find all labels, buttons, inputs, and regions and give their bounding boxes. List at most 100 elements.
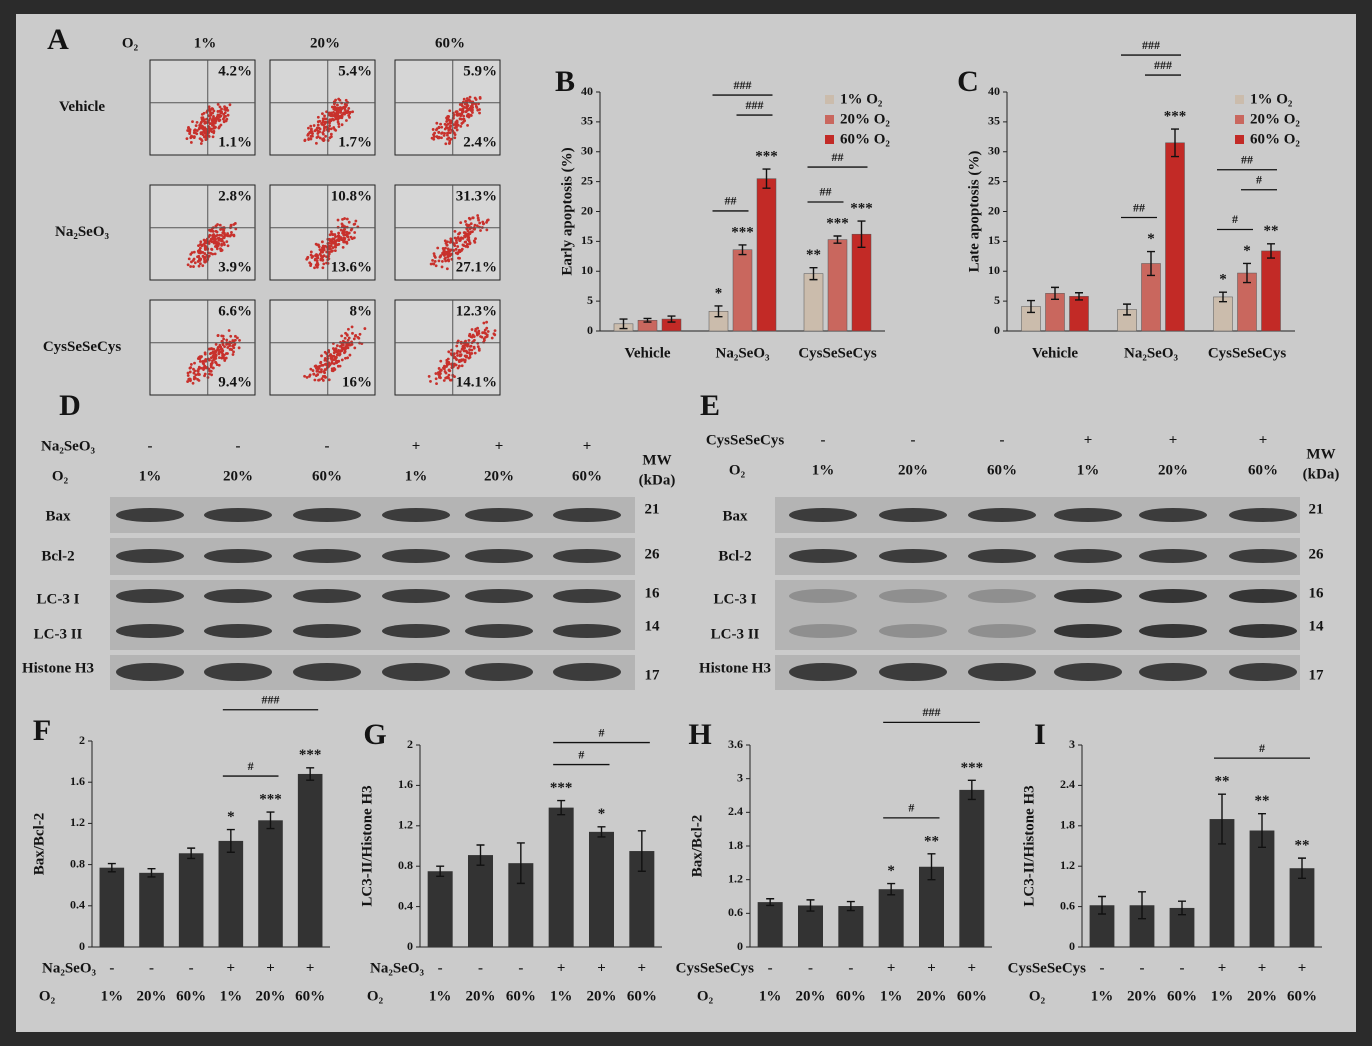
event-dot bbox=[343, 233, 347, 237]
event-dot bbox=[315, 259, 319, 263]
event-dot bbox=[223, 345, 226, 349]
bar bbox=[139, 872, 164, 947]
event-dot bbox=[186, 380, 190, 383]
error-bar bbox=[846, 900, 855, 912]
quadrant-upper: 5.4% bbox=[338, 63, 372, 79]
event-dot bbox=[225, 240, 229, 244]
quadrant-lower: 13.6% bbox=[331, 259, 372, 275]
event-dot bbox=[323, 114, 326, 118]
event-dot bbox=[443, 127, 447, 131]
bar bbox=[427, 871, 453, 947]
band bbox=[382, 624, 450, 638]
event-dot bbox=[340, 358, 344, 362]
event-dot bbox=[477, 329, 481, 333]
treatment-sign: + bbox=[1258, 960, 1267, 976]
bar bbox=[827, 239, 848, 332]
event-dot bbox=[316, 135, 320, 138]
event-dot bbox=[203, 126, 207, 129]
event-dot bbox=[196, 369, 200, 373]
event-dot bbox=[434, 372, 438, 375]
event-dot bbox=[317, 126, 321, 130]
band bbox=[465, 508, 533, 522]
event-dot bbox=[338, 353, 341, 357]
event-dot bbox=[203, 242, 206, 246]
y-axis-label: LC3-II/Histone H3 bbox=[1021, 785, 1037, 906]
treatment-sign: + bbox=[1084, 432, 1093, 448]
error-bar bbox=[809, 266, 818, 281]
event-dot bbox=[223, 111, 227, 115]
event-dot bbox=[466, 229, 470, 233]
event-dot bbox=[437, 367, 441, 370]
panel-letter: I bbox=[1034, 718, 1046, 751]
panel-letter: G bbox=[363, 718, 386, 751]
significance-mark: *** bbox=[299, 747, 322, 763]
event-dot bbox=[211, 236, 215, 240]
event-dot bbox=[466, 242, 469, 246]
band bbox=[1229, 508, 1297, 522]
event-dot bbox=[221, 231, 225, 235]
significance-mark: * bbox=[887, 863, 895, 879]
band bbox=[465, 589, 533, 603]
event-dot bbox=[452, 243, 456, 247]
error-bar bbox=[187, 847, 196, 860]
event-dot bbox=[332, 118, 335, 122]
event-dot bbox=[320, 240, 324, 244]
event-dot bbox=[329, 111, 333, 115]
event-dot bbox=[320, 377, 324, 381]
event-dot bbox=[433, 259, 437, 263]
event-dot bbox=[447, 118, 451, 122]
event-dot bbox=[189, 265, 193, 268]
treatment-sign: + bbox=[557, 960, 566, 976]
event-dot bbox=[328, 233, 332, 237]
event-dot bbox=[216, 334, 220, 338]
y-tick-label: 1.6 bbox=[70, 774, 85, 788]
band-label: Bax bbox=[722, 508, 748, 524]
event-dot bbox=[218, 356, 221, 360]
event-dot bbox=[435, 128, 438, 132]
legend-swatch bbox=[1235, 115, 1244, 124]
event-dot bbox=[322, 244, 326, 248]
event-dot bbox=[443, 364, 446, 368]
event-dot bbox=[438, 374, 441, 378]
x-tick-label: CysSeSeCys bbox=[1208, 345, 1287, 361]
event-dot bbox=[202, 130, 206, 134]
event-dot bbox=[220, 107, 223, 111]
error-bar bbox=[476, 844, 485, 866]
event-dot bbox=[345, 333, 349, 337]
event-dot bbox=[229, 223, 233, 227]
treatment-sign: - bbox=[821, 432, 826, 448]
treatment-sign: + bbox=[583, 438, 592, 454]
event-dot bbox=[342, 230, 346, 234]
quadrant-lower: 9.4% bbox=[218, 374, 252, 390]
event-dot bbox=[468, 242, 472, 246]
event-dot bbox=[447, 251, 451, 255]
plot-box bbox=[149, 299, 256, 396]
event-dot bbox=[453, 363, 457, 367]
event-dot bbox=[236, 336, 239, 340]
event-dot bbox=[344, 98, 348, 102]
event-dot bbox=[463, 346, 466, 350]
x-tick-label: 1% bbox=[880, 988, 903, 1004]
event-dot bbox=[462, 117, 466, 121]
event-dot bbox=[443, 131, 447, 135]
o2-value: 60% bbox=[987, 462, 1017, 478]
event-dot bbox=[208, 352, 212, 356]
quadrant-upper: 4.2% bbox=[218, 63, 252, 79]
treatment-sign: - bbox=[808, 960, 813, 976]
event-dot bbox=[335, 353, 339, 357]
quadrant-lower: 1.1% bbox=[218, 134, 252, 150]
event-dot bbox=[454, 251, 458, 255]
event-dot bbox=[339, 111, 343, 114]
event-dot bbox=[316, 120, 320, 124]
band bbox=[116, 508, 184, 522]
event-dot bbox=[195, 129, 199, 132]
event-dot bbox=[210, 373, 214, 377]
o2-value: 1% bbox=[139, 468, 162, 484]
x-tick-label: 60% bbox=[1167, 988, 1197, 1004]
event-dot bbox=[208, 233, 212, 237]
event-dot bbox=[309, 128, 313, 132]
event-dot bbox=[486, 330, 490, 333]
legend-label: 20% O₂ bbox=[840, 111, 890, 127]
event-dot bbox=[192, 377, 196, 381]
event-dot bbox=[461, 344, 465, 348]
